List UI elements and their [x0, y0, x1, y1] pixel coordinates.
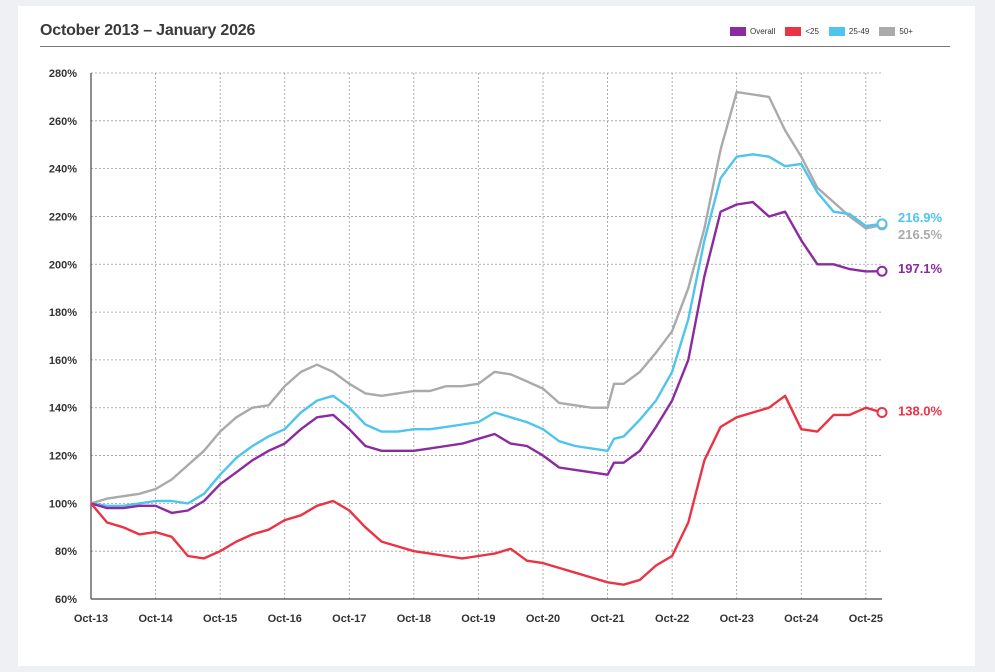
x-tick-label: Oct-20 — [526, 613, 560, 625]
x-tick-label: Oct-25 — [849, 613, 883, 625]
x-tick-label: Oct-23 — [720, 613, 754, 625]
y-tick-label: 260% — [49, 116, 77, 128]
x-tick-label: Oct-17 — [332, 613, 366, 625]
series-end-marker — [876, 407, 888, 419]
y-tick-label: 80% — [55, 546, 77, 558]
y-tick-label: 60% — [55, 594, 77, 606]
series-end-label: 197.1% — [898, 261, 943, 276]
series-line-25-49 — [90, 153, 883, 507]
legend-label: 25-49 — [848, 27, 870, 36]
x-tick-label: Oct-18 — [397, 613, 431, 625]
legend-swatch — [828, 27, 845, 36]
legend-item: Overall — [730, 27, 775, 36]
x-tick-label: Oct-21 — [590, 613, 624, 625]
series-line-overall — [90, 200, 883, 515]
series-line-50 — [90, 90, 883, 505]
series-end-label: 216.5% — [898, 227, 943, 242]
y-tick-label: 120% — [49, 451, 77, 463]
x-tick-label: Oct-16 — [268, 613, 302, 625]
y-tick-label: 100% — [49, 498, 77, 510]
y-tick-label: 180% — [49, 307, 77, 319]
x-tick-label: Oct-19 — [461, 613, 495, 625]
legend-item: 25-49 — [828, 27, 870, 36]
chart-title: October 2013 – January 2026 — [40, 22, 256, 39]
series-line-under-25 — [90, 394, 883, 586]
series-end-marker — [876, 265, 888, 277]
legend-label: Overall — [750, 27, 776, 36]
x-tick-label: Oct-13 — [74, 613, 108, 625]
chart-card: October 2013 – January 2026 Overall <25 25… — [18, 6, 975, 666]
y-tick-label: 160% — [49, 355, 77, 367]
y-tick-label: 140% — [49, 403, 77, 415]
legend-swatch — [879, 27, 896, 36]
y-tick-label: 280% — [49, 68, 77, 80]
chart-legend: Overall <25 25-49 50+ — [730, 27, 923, 36]
series-end-label: 216.9% — [898, 210, 943, 225]
legend-label: 50+ — [899, 27, 913, 36]
title-divider — [40, 46, 950, 47]
series-end-label: 138.0% — [898, 404, 943, 419]
x-tick-label: Oct-22 — [655, 613, 689, 625]
x-tick-label: Oct-14 — [138, 613, 173, 625]
y-tick-label: 240% — [49, 164, 77, 176]
series-end-marker — [876, 218, 888, 230]
y-tick-label: 200% — [49, 259, 77, 271]
x-tick-label: Oct-24 — [784, 613, 819, 625]
legend-item: 50+ — [879, 27, 913, 36]
y-tick-label: 220% — [49, 211, 77, 223]
legend-item: <25 — [785, 27, 819, 36]
x-tick-label: Oct-15 — [203, 613, 237, 625]
legend-swatch — [785, 27, 802, 36]
legend-label: <25 — [805, 27, 819, 36]
legend-swatch — [730, 27, 746, 36]
